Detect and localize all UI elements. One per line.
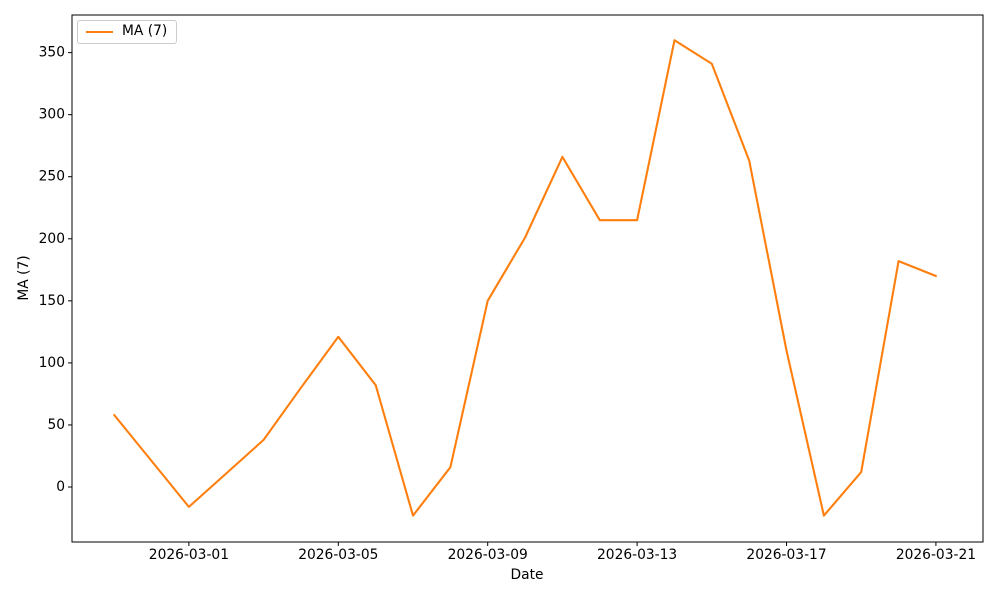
x-tick-label: 2026-03-13 bbox=[597, 547, 677, 563]
y-axis-label: MA (7) bbox=[16, 255, 32, 301]
x-tick-label: 2026-03-01 bbox=[149, 547, 229, 563]
y-tick-label: 50 bbox=[47, 417, 65, 433]
legend-label: MA (7) bbox=[122, 23, 168, 40]
plot-border bbox=[71, 14, 984, 543]
y-tick-label: 250 bbox=[39, 169, 65, 185]
y-tick-label: 150 bbox=[39, 293, 65, 309]
legend: MA (7) bbox=[77, 20, 178, 44]
y-tick-label: 350 bbox=[39, 45, 65, 61]
y-tick-label: 100 bbox=[39, 355, 65, 371]
x-tick-label: 2026-03-21 bbox=[896, 547, 976, 563]
legend-line-swatch bbox=[86, 31, 113, 33]
ma7-series-line bbox=[113, 39, 937, 517]
y-tick-label: 200 bbox=[39, 231, 65, 247]
x-tick-label: 2026-03-05 bbox=[298, 547, 378, 563]
x-tick-label: 2026-03-09 bbox=[448, 547, 528, 563]
x-tick-label: 2026-03-17 bbox=[746, 547, 826, 563]
y-tick-label: 0 bbox=[56, 479, 65, 495]
y-tick-label: 300 bbox=[39, 107, 65, 123]
x-axis-label: Date bbox=[510, 567, 544, 583]
